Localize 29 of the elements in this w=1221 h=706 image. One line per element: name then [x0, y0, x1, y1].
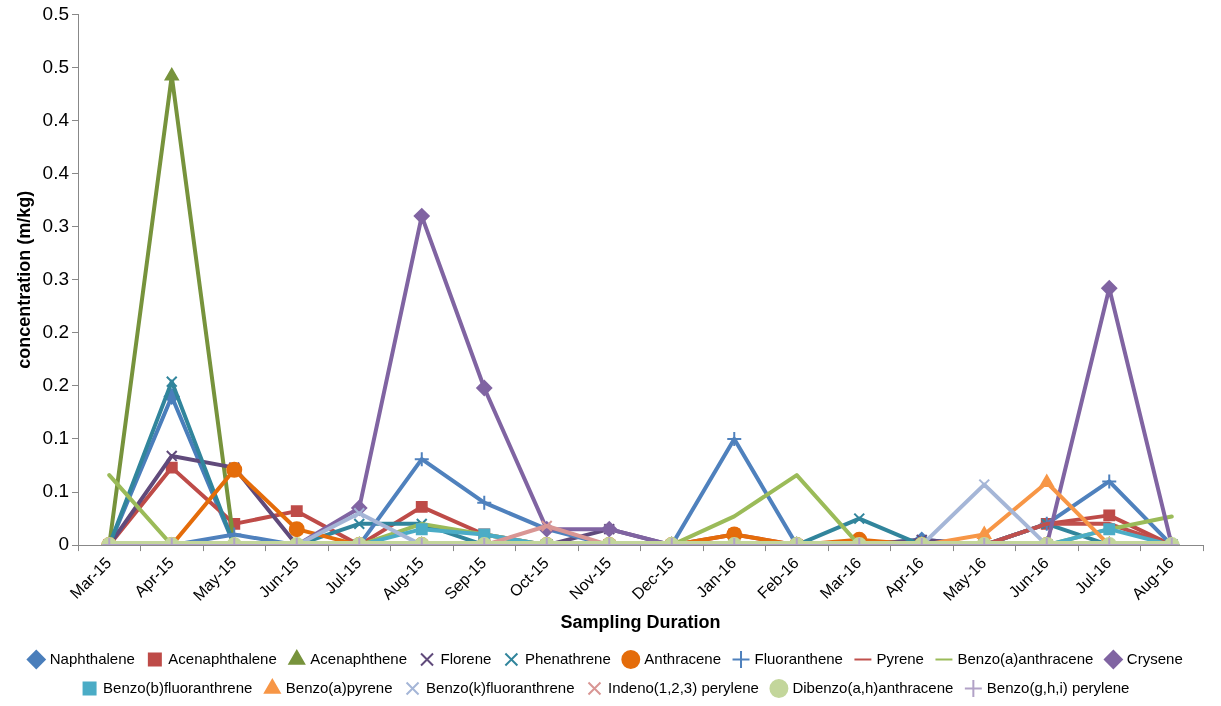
y-axis-title: concentration (m/kg) — [13, 190, 34, 369]
legend-label: Benzo(b)fluoranthrene — [103, 678, 253, 696]
y-tick-label: 0.2 — [42, 374, 70, 396]
legend-label: Benzo(k)fluoranthrene — [426, 678, 575, 696]
y-tick-label: 0.1 — [42, 480, 70, 502]
y-tick-label: 0.3 — [42, 214, 70, 236]
legend-label: Pyrene — [876, 649, 924, 667]
y-tick-label: 0.5 — [42, 2, 70, 24]
legend-label: Benzo(a)anthracene — [957, 649, 1094, 667]
x-axis-title: Sampling Duration — [560, 612, 721, 633]
y-tick-label: 0 — [58, 533, 70, 555]
legend-label: Indeno(1,2,3) perylene — [607, 678, 759, 696]
legend-label: Crysene — [1126, 649, 1183, 667]
y-tick-label: 0.4 — [42, 108, 70, 130]
y-tick-label: 0.1 — [42, 427, 70, 449]
y-tick-label: 0.5 — [42, 55, 70, 77]
legend-label: Benzo(a)pyrene — [285, 678, 393, 696]
y-tick-label: 0.4 — [42, 161, 70, 183]
legend-label: Florene — [440, 649, 492, 667]
legend-label: Benzo(g,h,i) perylene — [986, 678, 1130, 696]
legend-label: Acenaphthalene — [168, 649, 277, 667]
y-tick-label: 0.3 — [42, 267, 70, 289]
legend-label: Phenathrene — [524, 649, 611, 667]
legend-label: Fluoranthene — [754, 649, 843, 667]
legend-label: Dibenzo(a,h)anthracene — [792, 678, 954, 696]
y-tick-label: 0.2 — [42, 321, 70, 343]
legend-label: Anthracene — [644, 649, 722, 667]
legend-label: Naphthalene — [49, 649, 135, 667]
legend-label: Acenaphthene — [310, 649, 408, 667]
